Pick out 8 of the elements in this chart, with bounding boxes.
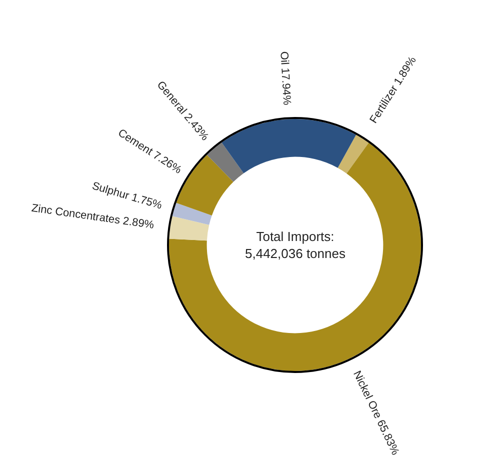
donut-slice bbox=[338, 134, 369, 174]
text: Total Imports: 5,442,036 tonnes bbox=[245, 229, 346, 261]
slice-label: Sulphur 1.75% bbox=[90, 180, 164, 212]
slice-label: Oil 17.94% bbox=[278, 51, 293, 106]
donut-slice bbox=[222, 119, 356, 174]
donut-slice bbox=[169, 216, 210, 241]
donut-slice bbox=[206, 142, 244, 182]
donut-slice bbox=[172, 202, 212, 225]
